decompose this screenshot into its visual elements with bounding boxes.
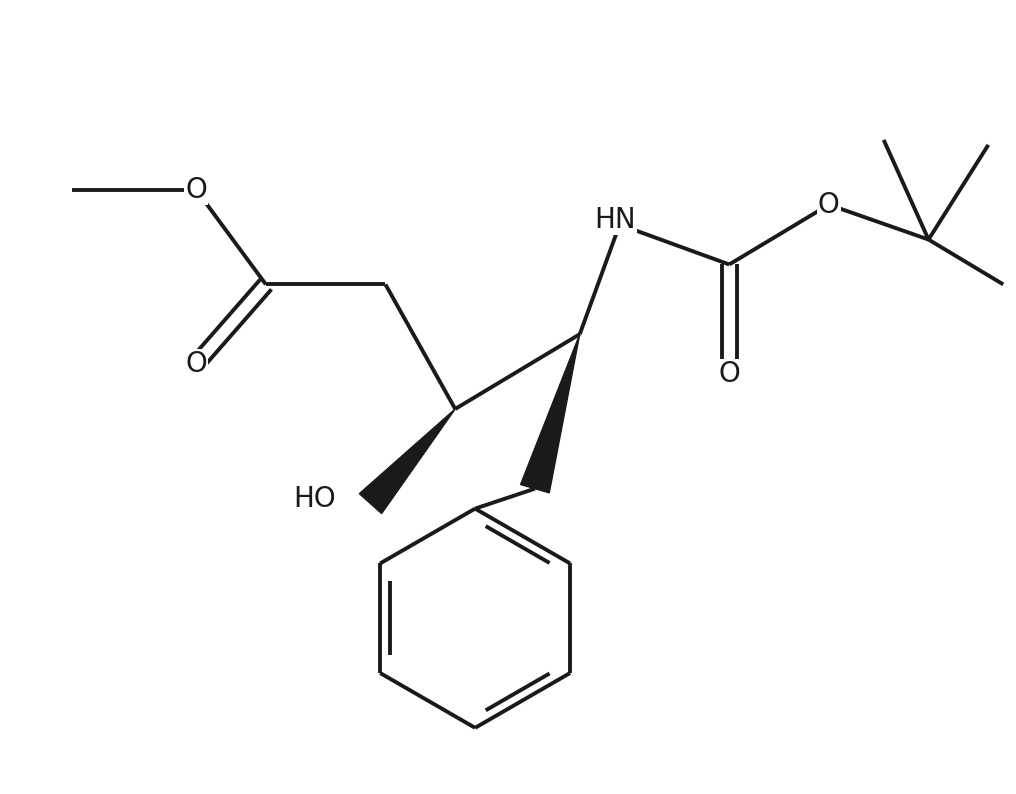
Text: O: O (818, 191, 840, 218)
Text: O: O (718, 360, 740, 388)
Text: O: O (185, 175, 207, 204)
Text: HN: HN (593, 206, 635, 233)
Polygon shape (360, 409, 455, 514)
Text: O: O (185, 350, 207, 378)
Text: HO: HO (293, 484, 335, 513)
Polygon shape (520, 334, 580, 493)
